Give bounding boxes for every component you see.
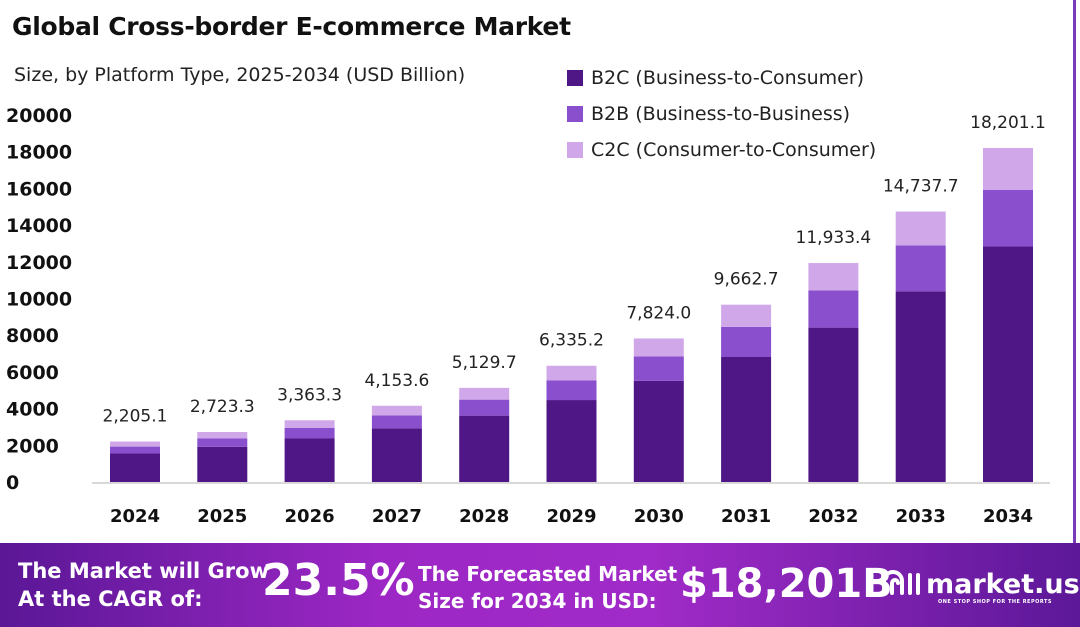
data-label: 4,153.6 xyxy=(364,371,429,391)
data-label: 9,662.7 xyxy=(714,270,779,290)
logo-name: market.us xyxy=(926,568,1080,600)
bar-segment-b2c xyxy=(284,438,335,482)
bar-segment-c2c xyxy=(371,405,422,416)
bar-segment-b2b xyxy=(895,245,946,292)
bar-segment-b2b xyxy=(197,438,248,447)
legend-item-b2c: B2C (Business-to-Consumer) xyxy=(567,60,876,96)
y-tick-label: 4000 xyxy=(6,399,59,421)
x-tick-label: 2031 xyxy=(721,506,771,527)
data-label: 11,933.4 xyxy=(796,228,872,248)
frame-border xyxy=(1073,0,1076,545)
market-size-value: $18,201B xyxy=(680,561,893,607)
bar-segment-b2c xyxy=(197,446,248,482)
data-label: 2,723.3 xyxy=(190,397,255,417)
x-tick-label: 2027 xyxy=(372,506,422,527)
legend: B2C (Business-to-Consumer) B2B (Business… xyxy=(567,60,876,168)
x-tick-label: 2028 xyxy=(459,506,509,527)
bar-segment-b2c xyxy=(546,400,597,482)
y-tick-label: 20000 xyxy=(6,105,72,127)
data-label: 14,737.7 xyxy=(883,177,959,197)
bar-chart: 0 2000 4000 6000 8000 10000 12000 14000 16000 180… xyxy=(6,105,1050,527)
x-tick-label: 2030 xyxy=(634,506,684,527)
legend-swatch xyxy=(567,106,583,122)
y-tick-label: 8000 xyxy=(6,325,59,347)
x-tick-label: 2032 xyxy=(808,506,858,527)
data-label: 3,363.3 xyxy=(277,385,342,405)
bar-segment-b2b xyxy=(546,380,597,401)
y-tick-label: 12000 xyxy=(6,252,72,274)
bar-segment-b2c xyxy=(808,327,859,482)
logo-tagline: ONE STOP SHOP FOR THE REPORTS xyxy=(938,599,1053,605)
chart-subtitle: Size, by Platform Type, 2025-2034 (USD B… xyxy=(14,64,466,86)
x-tick-label: 2029 xyxy=(546,506,596,527)
y-tick-label: 14000 xyxy=(6,215,72,237)
data-label: 6,335.2 xyxy=(539,331,604,351)
bar-segment-c2c xyxy=(721,304,772,327)
market-us-logo: market.us ONE STOP SHOP FOR THE REPORTS xyxy=(880,567,1080,605)
y-tick-label: 0 xyxy=(6,472,19,494)
x-tick-label: 2033 xyxy=(896,506,946,527)
y-tick-label: 10000 xyxy=(6,289,72,311)
legend-swatch xyxy=(567,142,583,158)
bar-segment-b2b xyxy=(808,290,859,328)
logo-icon xyxy=(882,570,920,595)
data-label: 2,205.1 xyxy=(103,407,168,427)
bar-segment-c2c xyxy=(284,420,335,428)
bar-segment-b2b xyxy=(459,399,510,416)
data-label: 5,129.7 xyxy=(452,353,517,373)
legend-label: C2C (Consumer-to-Consumer) xyxy=(591,139,877,161)
cagr-label: The Market will Grow At the CAGR of: xyxy=(18,557,269,613)
bar-segment-b2b xyxy=(721,326,772,357)
y-tick-label: 6000 xyxy=(6,362,59,384)
bar-segment-c2c xyxy=(633,338,684,357)
bar-segment-b2b xyxy=(983,189,1033,247)
bar-segment-b2b xyxy=(284,427,335,439)
bar-segment-b2c xyxy=(459,415,510,482)
y-tick-label: 16000 xyxy=(6,178,72,200)
cagr-value: 23.5% xyxy=(262,555,415,606)
y-tick-label: 18000 xyxy=(6,142,72,164)
bar-segment-b2c xyxy=(371,428,422,482)
bar-segment-b2c xyxy=(983,246,1033,482)
bar-segment-c2c xyxy=(110,441,160,447)
x-tick-label: 2034 xyxy=(983,506,1033,527)
cagr-label-line: At the CAGR of: xyxy=(18,587,203,611)
bar-segment-c2c xyxy=(459,387,510,400)
chart-title: Global Cross-border E-commerce Market xyxy=(12,12,571,41)
y-tick-label: 2000 xyxy=(6,435,59,457)
bar-segment-b2c xyxy=(721,356,772,482)
x-tick-label: 2024 xyxy=(110,506,160,527)
x-tick-label: 2025 xyxy=(197,506,247,527)
bar-segment-c2c xyxy=(895,211,946,246)
x-tick-label: 2026 xyxy=(285,506,335,527)
legend-item-b2b: B2B (Business-to-Business) xyxy=(567,96,876,132)
bar-segment-c2c xyxy=(983,148,1033,190)
bar-segment-c2c xyxy=(546,365,597,381)
bar-segment-c2c xyxy=(808,263,859,291)
bar-segment-b2b xyxy=(110,446,160,454)
market-size-label: The Forecasted Market Size for 2034 in US… xyxy=(418,561,677,615)
bar-segment-b2c xyxy=(633,380,684,482)
legend-item-c2c: C2C (Consumer-to-Consumer) xyxy=(567,132,876,168)
size-label-line: Size for 2034 in USD: xyxy=(418,589,657,613)
bar-segment-b2c xyxy=(895,291,946,482)
legend-label: B2B (Business-to-Business) xyxy=(591,103,851,125)
footer-banner: The Market will Grow At the CAGR of: 23.5… xyxy=(0,543,1080,627)
cagr-label-line: The Market will Grow xyxy=(18,559,269,583)
legend-swatch xyxy=(567,70,583,86)
data-label: 7,824.0 xyxy=(626,303,691,323)
size-label-line: The Forecasted Market xyxy=(418,562,678,586)
bar-segment-b2c xyxy=(110,453,160,482)
legend-label: B2C (Business-to-Consumer) xyxy=(591,67,865,89)
bar-segment-b2b xyxy=(633,356,684,381)
data-label: 18,201.1 xyxy=(970,113,1046,133)
bar-segment-c2c xyxy=(197,432,248,439)
bar-segment-b2b xyxy=(371,415,422,429)
